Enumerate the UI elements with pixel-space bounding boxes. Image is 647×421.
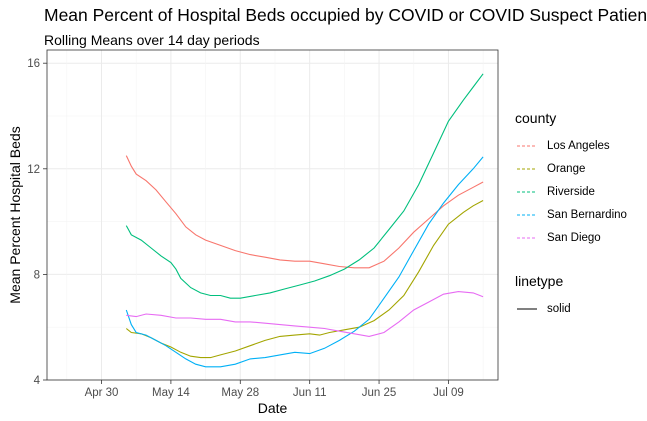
y-tick-label: 4 [34,375,41,387]
legend-key-san-bernardino [515,208,539,222]
y-tick-label: 8 [34,269,40,281]
x-tick-label: Jun 11 [293,387,327,399]
series-line-los-angeles [125,155,484,269]
legend-key-linetype-solid [515,302,539,316]
x-tick-label: Apr 30 [85,387,119,399]
x-tick-label: Jun 25 [362,387,397,399]
x-tick-label: May 14 [152,387,190,399]
series-lines [125,73,484,368]
y-tick-label: 12 [27,164,40,176]
legend-label-san-bernardino: San Bernardino [547,208,627,221]
linetype-legend-entries: solid [515,297,627,320]
legend-label-linetype-solid: solid [547,302,571,315]
x-tick-label: May 28 [221,387,259,399]
axis-ticks: 4 8 12 16 Apr 30 May 14 May 28 Jun 11 Jun 25 Jul … [27,58,464,399]
legend-item-san-diego: San Diego [515,226,627,249]
legend-label-orange: Orange [547,162,586,175]
legend: county Los Angeles Orange Riverside San Ber… [515,110,627,320]
legend-item-orange: Orange [515,157,627,180]
series-line-san-bernardino [125,156,484,368]
series-line-riverside [125,73,484,299]
y-tick-label: 16 [27,58,40,70]
chart-title: Mean Percent of Hospital Beds occupied b… [44,5,647,25]
x-tick-label: Jul 09 [433,387,464,399]
legend-item-riverside: Riverside [515,180,627,203]
legend-item-linetype-solid: solid [515,297,627,320]
legend-label-san-diego: San Diego [547,231,601,244]
legend-title-county: county [515,110,557,126]
panel-border [46,49,499,381]
series-line-orange [125,200,484,359]
legend-item-san-bernardino: San Bernardino [515,203,627,226]
legend-key-riverside [515,185,539,199]
linetype-legend: linetype solid [515,273,627,320]
x-axis-title: Date [258,400,288,416]
legend-label-los-angeles: Los Angeles [547,139,610,152]
legend-key-orange [515,162,539,176]
county-legend-entries: Los Angeles Orange Riverside San Bernardino… [515,134,627,249]
legend-key-los-angeles [515,139,539,153]
legend-key-san-diego [515,231,539,245]
grid-lines [47,50,498,381]
legend-item-los-angeles: Los Angeles [515,134,627,157]
legend-label-riverside: Riverside [547,185,595,198]
y-axis-title: Mean Percent Hospital Beds [7,126,23,303]
legend-title-linetype: linetype [515,273,564,289]
chart-subtitle: Rolling Means over 14 day periods [44,32,260,48]
series-line-san-diego [126,291,484,337]
